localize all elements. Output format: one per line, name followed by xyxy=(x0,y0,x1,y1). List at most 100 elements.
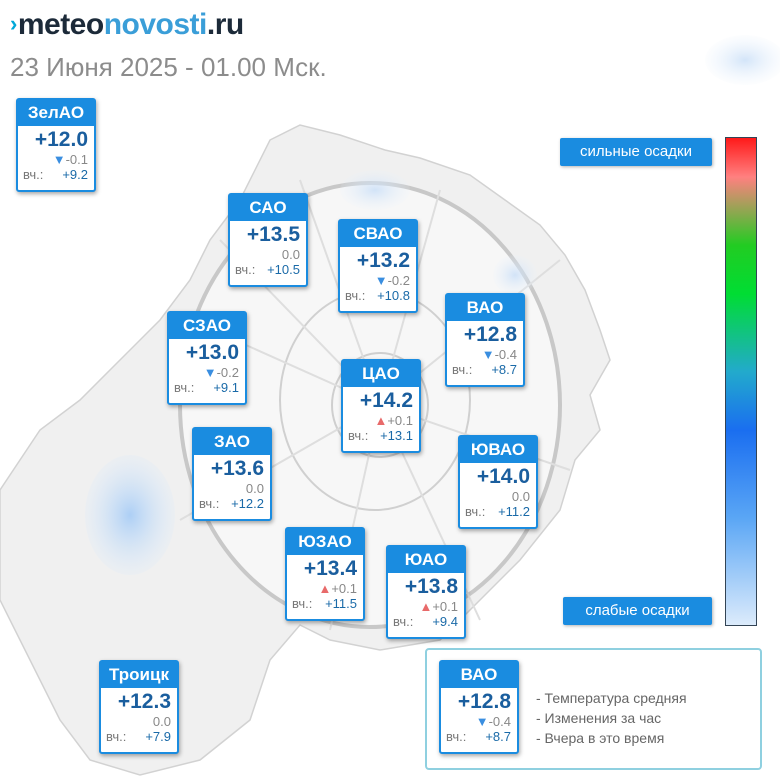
average-temperature: +14.0 xyxy=(476,465,530,488)
yesterday-label: вч.: xyxy=(174,380,195,395)
hourly-change: ▼-0.4 xyxy=(441,714,517,729)
yesterday-label: вч.: xyxy=(292,596,313,611)
yesterday-value: +10.5 xyxy=(267,262,300,277)
average-temperature: +13.6 xyxy=(210,457,264,480)
arrow-up-icon: ▲ xyxy=(374,413,388,428)
average-temperature: +13.5 xyxy=(246,223,300,246)
garden-ring xyxy=(331,352,429,458)
arrow-down-icon: ▼ xyxy=(203,365,217,380)
district-card-svao: СВАО +13.2 ▼-0.2 вч.: +10.8 xyxy=(338,219,418,313)
yesterday-value: +8.7 xyxy=(485,729,511,744)
hourly-change-value: -0.2 xyxy=(216,365,239,380)
yesterday-value: +7.9 xyxy=(145,729,171,744)
yesterday-row: вч.: +8.7 xyxy=(441,729,517,745)
average-temperature: +13.2 xyxy=(356,249,410,272)
district-card-vao: ВАО +12.8 ▼-0.4 вч.: +8.7 xyxy=(445,293,525,387)
arrow-down-icon: ▼ xyxy=(374,273,388,288)
logo-part-c: .ru xyxy=(206,8,244,41)
hourly-change-value: -0.4 xyxy=(494,347,517,362)
logo-part-b: novosti xyxy=(103,8,208,41)
yesterday-row: вч.: +12.2 xyxy=(194,496,270,512)
district-name: ЦАО xyxy=(343,361,419,387)
district-name: ЗелАО xyxy=(18,100,94,126)
arrow-up-icon: ▲ xyxy=(419,599,433,614)
district-name: ЮЗАО xyxy=(287,529,363,555)
arrow-down-icon: ▼ xyxy=(52,152,66,167)
key-line-average-temp: - Температура средняя xyxy=(536,690,687,706)
logo: ›meteonovosti.ru xyxy=(10,6,244,43)
yesterday-value: +9.4 xyxy=(432,614,458,629)
hourly-change: 0.0 xyxy=(101,714,177,729)
district-card-sao: САО +13.5 0.0 вч.: +10.5 xyxy=(228,193,308,287)
average-temperature: +13.0 xyxy=(185,341,239,364)
arrow-down-icon: ▼ xyxy=(475,714,489,729)
yesterday-row: вч.: +10.5 xyxy=(230,262,306,278)
hourly-change-value: 0.0 xyxy=(245,481,264,496)
yesterday-label: вч.: xyxy=(345,288,366,303)
district-card-szao: СЗАО +13.0 ▼-0.2 вч.: +9.1 xyxy=(167,311,247,405)
yesterday-value: +8.7 xyxy=(491,362,517,377)
hourly-change-value: 0.0 xyxy=(511,489,530,504)
hourly-change: ▲+0.1 xyxy=(343,413,419,428)
yesterday-value: +9.2 xyxy=(62,167,88,182)
district-card-cao: ЦАО +14.2 ▲+0.1 вч.: +13.1 xyxy=(341,359,421,453)
district-name: СВАО xyxy=(340,221,416,247)
district-name: ВАО xyxy=(441,662,517,688)
district-card-yuao: ЮАО +13.8 ▲+0.1 вч.: +9.4 xyxy=(386,545,466,639)
hourly-change: ▼-0.2 xyxy=(169,365,245,380)
yesterday-row: вч.: +9.2 xyxy=(18,167,94,183)
arrow-down-icon: ▼ xyxy=(481,347,495,362)
hourly-change-value: 0.0 xyxy=(281,247,300,262)
yesterday-label: вч.: xyxy=(393,614,414,629)
key-line-hourly-change: - Изменения за час xyxy=(536,710,662,726)
yesterday-row: вч.: +13.1 xyxy=(343,428,419,444)
hourly-change-value: +0.1 xyxy=(331,581,357,596)
yesterday-row: вч.: +9.4 xyxy=(388,614,464,630)
yesterday-row: вч.: +7.9 xyxy=(101,729,177,745)
district-name: Троицк xyxy=(101,662,177,688)
district-name: ВАО xyxy=(447,295,523,321)
yesterday-label: вч.: xyxy=(465,504,486,519)
yesterday-label: вч.: xyxy=(106,729,127,744)
average-temperature: +12.0 xyxy=(34,128,88,151)
hourly-change: ▲+0.1 xyxy=(287,581,363,596)
yesterday-label: вч.: xyxy=(23,167,44,182)
yesterday-label: вч.: xyxy=(348,428,369,443)
yesterday-value: +11.2 xyxy=(498,504,530,519)
average-temperature: +13.4 xyxy=(303,557,357,580)
district-card-yuvao: ЮВАО +14.0 0.0 вч.: +11.2 xyxy=(458,435,538,529)
district-card-zao: ЗАО +13.6 0.0 вч.: +12.2 xyxy=(192,427,272,521)
hourly-change: ▲+0.1 xyxy=(388,599,464,614)
precip-patch xyxy=(340,170,410,210)
hourly-change-value: +0.1 xyxy=(432,599,458,614)
yesterday-label: вч.: xyxy=(235,262,256,277)
precipitation-scale-bar xyxy=(725,137,757,626)
yesterday-label: вч.: xyxy=(446,729,467,744)
yesterday-value: +11.5 xyxy=(325,596,357,611)
average-temperature: +12.3 xyxy=(117,690,171,713)
average-temperature: +14.2 xyxy=(359,389,413,412)
precip-patch xyxy=(85,455,175,575)
hourly-change-value: -0.4 xyxy=(488,714,511,729)
yesterday-row: вч.: +10.8 xyxy=(340,288,416,304)
logo-mark-icon: › xyxy=(10,11,17,36)
average-temperature: +13.8 xyxy=(404,575,458,598)
district-card-zelao: ЗелАО +12.0 ▼-0.1 вч.: +9.2 xyxy=(16,98,96,192)
average-temperature: +12.8 xyxy=(463,323,517,346)
yesterday-row: вч.: +11.2 xyxy=(460,504,536,520)
hourly-change: ▼-0.4 xyxy=(447,347,523,362)
logo-part-a: meteo xyxy=(17,8,104,41)
district-card-yuzao: ЮЗАО +13.4 ▲+0.1 вч.: +11.5 xyxy=(285,527,365,621)
arrow-up-icon: ▲ xyxy=(318,581,332,596)
hourly-change: ▼-0.2 xyxy=(340,273,416,288)
hourly-change-value: -0.2 xyxy=(387,273,410,288)
key-example-card: ВАО +12.8 ▼-0.4 вч.: +8.7 xyxy=(439,660,519,754)
hourly-change: 0.0 xyxy=(230,247,306,262)
district-name: ЮВАО xyxy=(460,437,536,463)
average-temperature: +12.8 xyxy=(457,690,511,713)
hourly-change: 0.0 xyxy=(194,481,270,496)
yesterday-row: вч.: +11.5 xyxy=(287,596,363,612)
district-name: СЗАО xyxy=(169,313,245,339)
yesterday-label: вч.: xyxy=(199,496,220,511)
yesterday-value: +13.1 xyxy=(380,428,413,443)
